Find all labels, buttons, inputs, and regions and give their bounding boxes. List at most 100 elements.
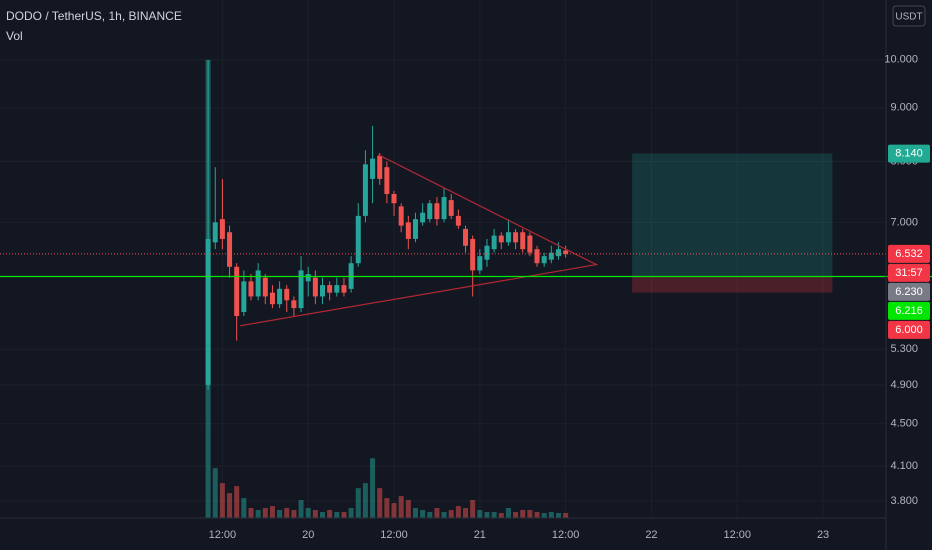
volume-bar [327, 510, 333, 518]
volume-bar [477, 510, 483, 518]
candle-body [470, 238, 476, 271]
candle-body [534, 249, 540, 264]
candle-body [227, 232, 233, 267]
volume-bar [355, 488, 361, 518]
currency-label[interactable]: USDT [895, 12, 922, 23]
volume-bar [491, 512, 497, 518]
candle-body [377, 155, 383, 179]
x-tick-label: 12:00 [723, 529, 751, 541]
x-tick-label: 21 [474, 529, 486, 541]
volume-bar [291, 510, 297, 518]
x-tick-label: 22 [645, 529, 657, 541]
volume-bar [412, 508, 418, 518]
volume-bar [505, 508, 511, 518]
candle-body [463, 228, 469, 246]
volume-bar [513, 512, 519, 518]
price-label: 6.532 [895, 248, 923, 260]
candle-body [298, 270, 304, 309]
candle-body [219, 219, 225, 239]
candle-body [391, 193, 397, 204]
x-tick-label: 12:00 [552, 529, 580, 541]
y-tick-label: 5.300 [890, 343, 918, 355]
volume-label: Vol [6, 29, 23, 43]
volume-bar [463, 508, 469, 518]
y-tick-label: 4.900 [890, 379, 918, 391]
candle-body [498, 235, 504, 243]
volume-bar [334, 512, 340, 518]
plot [0, 59, 932, 518]
volume-bar [555, 513, 561, 518]
volume-bar [277, 510, 283, 518]
candle-body [441, 197, 447, 220]
y-tick-label: 4.500 [890, 418, 918, 430]
candle-body [355, 215, 361, 264]
price-label-box [888, 244, 930, 263]
candle-body [320, 285, 326, 297]
volume-bar [455, 506, 461, 518]
candle-body [477, 256, 483, 271]
volume-bar [234, 486, 240, 518]
volume-bar [320, 512, 326, 518]
price-label: 6.230 [895, 286, 923, 298]
position-loss-zone [632, 276, 833, 293]
y-tick-label: 4.100 [890, 460, 918, 472]
y-tick-label: 10.000 [884, 54, 918, 66]
candle-body [277, 288, 283, 305]
candle-body [513, 232, 519, 243]
volume-bar [248, 508, 254, 518]
y-tick-label: 9.000 [890, 102, 918, 114]
candle-body [448, 200, 454, 216]
candle-body [362, 164, 368, 216]
price-label-box [888, 282, 930, 301]
candle-body [212, 222, 218, 243]
volume-bar [520, 510, 526, 518]
countdown: 31:57 [895, 267, 923, 279]
candle-body [520, 232, 526, 250]
x-tick-label: 23 [817, 529, 829, 541]
x-tick-label: 12:00 [380, 529, 408, 541]
candle-body [312, 277, 318, 297]
candle-body [305, 274, 311, 282]
volume-bar [362, 483, 368, 518]
candle-body [370, 158, 376, 179]
candle-body [384, 167, 390, 194]
triangle-pattern [240, 154, 599, 327]
volume-bar [348, 508, 354, 518]
price-label-box [888, 301, 930, 320]
volume-bar [563, 513, 569, 518]
volume-bar [391, 503, 397, 518]
volume-bar [341, 512, 347, 518]
y-tick-label: 7.000 [890, 216, 918, 228]
volume-bar [470, 500, 476, 518]
candle-body [484, 245, 490, 260]
candle-body [327, 285, 333, 293]
candle-body [527, 235, 533, 253]
volume-bar [420, 510, 426, 518]
candle-body [269, 292, 275, 305]
candle-body [555, 249, 561, 257]
price-label-box [888, 144, 930, 163]
price-label: 8.140 [895, 147, 923, 159]
y-tick-label: 3.800 [890, 495, 918, 507]
volume-bar [448, 510, 454, 518]
volume-bar [434, 508, 440, 518]
volume-bar [427, 512, 433, 518]
volume-bar [498, 513, 504, 518]
currency-button[interactable] [892, 5, 926, 27]
candle-body [291, 300, 297, 309]
volume-bar [305, 508, 311, 518]
candle-body [455, 215, 461, 226]
volume-bar [377, 488, 383, 518]
volume-bar [227, 493, 233, 518]
volume-bar [241, 498, 247, 518]
volume-bar [262, 508, 268, 518]
candle-body [405, 222, 411, 239]
volume-bar [370, 458, 376, 518]
volume-bar [534, 512, 540, 518]
volume-bar [548, 512, 554, 518]
candle-body [205, 238, 211, 385]
volume-bar [298, 500, 304, 518]
position-profit-zone [632, 153, 833, 277]
